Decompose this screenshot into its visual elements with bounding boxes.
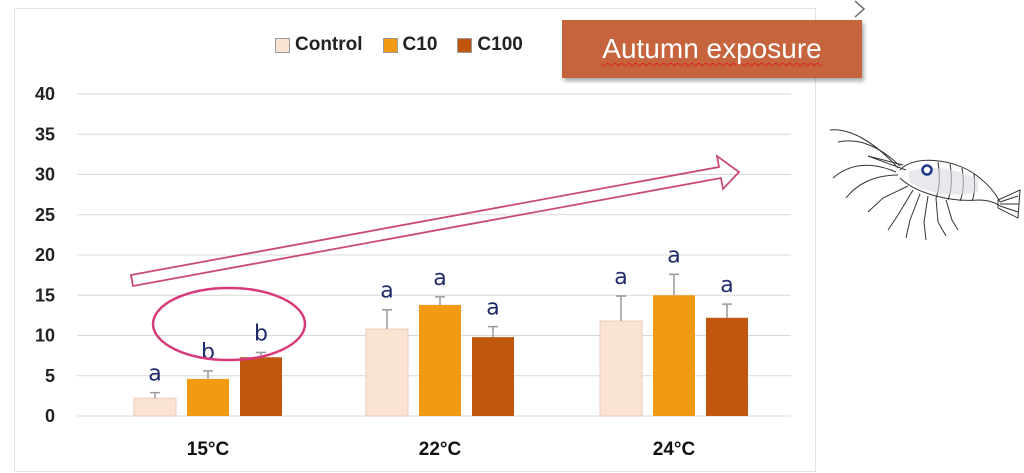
significance-letter: a <box>380 279 393 304</box>
x-tick-label: 24°C <box>653 439 696 460</box>
bar-c10-1 <box>419 304 461 416</box>
legend-label-control: Control <box>295 34 363 55</box>
y-tick-label: 20 <box>35 245 55 265</box>
significance-letter: a <box>486 296 499 321</box>
x-tick-label: 22°C <box>419 439 462 460</box>
significance-letter: a <box>720 273 733 298</box>
highlight-ellipse <box>151 286 307 362</box>
y-tick-label: 5 <box>45 366 55 386</box>
chevron-mark-icon <box>854 0 866 18</box>
chart-title: Autumn exposure <box>602 33 822 64</box>
x-tick-label: 15°C <box>187 439 230 460</box>
significance-letter: b <box>201 340 215 365</box>
y-tick-label: 15 <box>35 285 55 305</box>
trend-arrow <box>129 153 741 288</box>
bar-control-0 <box>133 397 177 417</box>
y-tick-label: 40 <box>35 84 55 104</box>
chart-frame: 0 5 10 15 20 25 30 35 40 a b b 15°C a a a 22°C a a a 24°C <box>14 8 816 472</box>
bar-c100-2 <box>706 317 748 416</box>
bar-c100-1 <box>472 337 514 416</box>
legend-swatch-control <box>275 37 290 53</box>
legend-item-c100: C100 <box>457 34 523 56</box>
bar-c100-0 <box>240 357 282 416</box>
bar-c10-2 <box>653 295 695 416</box>
shrimp-eye-icon <box>921 164 933 176</box>
legend-label-c100: C100 <box>477 34 523 55</box>
bar-control-2 <box>599 320 643 417</box>
y-tick-label: 35 <box>35 124 55 144</box>
bar-chart: 0 5 10 15 20 25 30 35 40 a b b 15°C a a a 22°C a a a 24°C <box>35 84 791 460</box>
legend-item-c10: C10 <box>382 34 438 56</box>
y-tick-label: 0 <box>45 406 55 426</box>
y-tick-label: 30 <box>35 165 55 185</box>
chart-title-box: Autumn exposure <box>562 20 862 78</box>
legend-label-c10: C10 <box>402 34 438 55</box>
significance-letter: a <box>667 243 680 268</box>
significance-letter: a <box>148 362 161 387</box>
y-tick-label: 25 <box>35 205 55 225</box>
significance-letter: a <box>433 266 446 291</box>
legend-swatch-c10 <box>382 37 398 53</box>
legend-swatch-c100 <box>457 37 473 53</box>
shrimp-illustration <box>829 129 1021 241</box>
bar-c10-0 <box>187 378 229 416</box>
bar-control-1 <box>365 328 409 417</box>
significance-letter: b <box>254 321 268 346</box>
chart-legend: Control C10 C100 <box>275 34 543 56</box>
legend-item-control: Control <box>275 34 363 56</box>
significance-letter: a <box>614 265 627 290</box>
y-tick-label: 10 <box>35 326 55 346</box>
